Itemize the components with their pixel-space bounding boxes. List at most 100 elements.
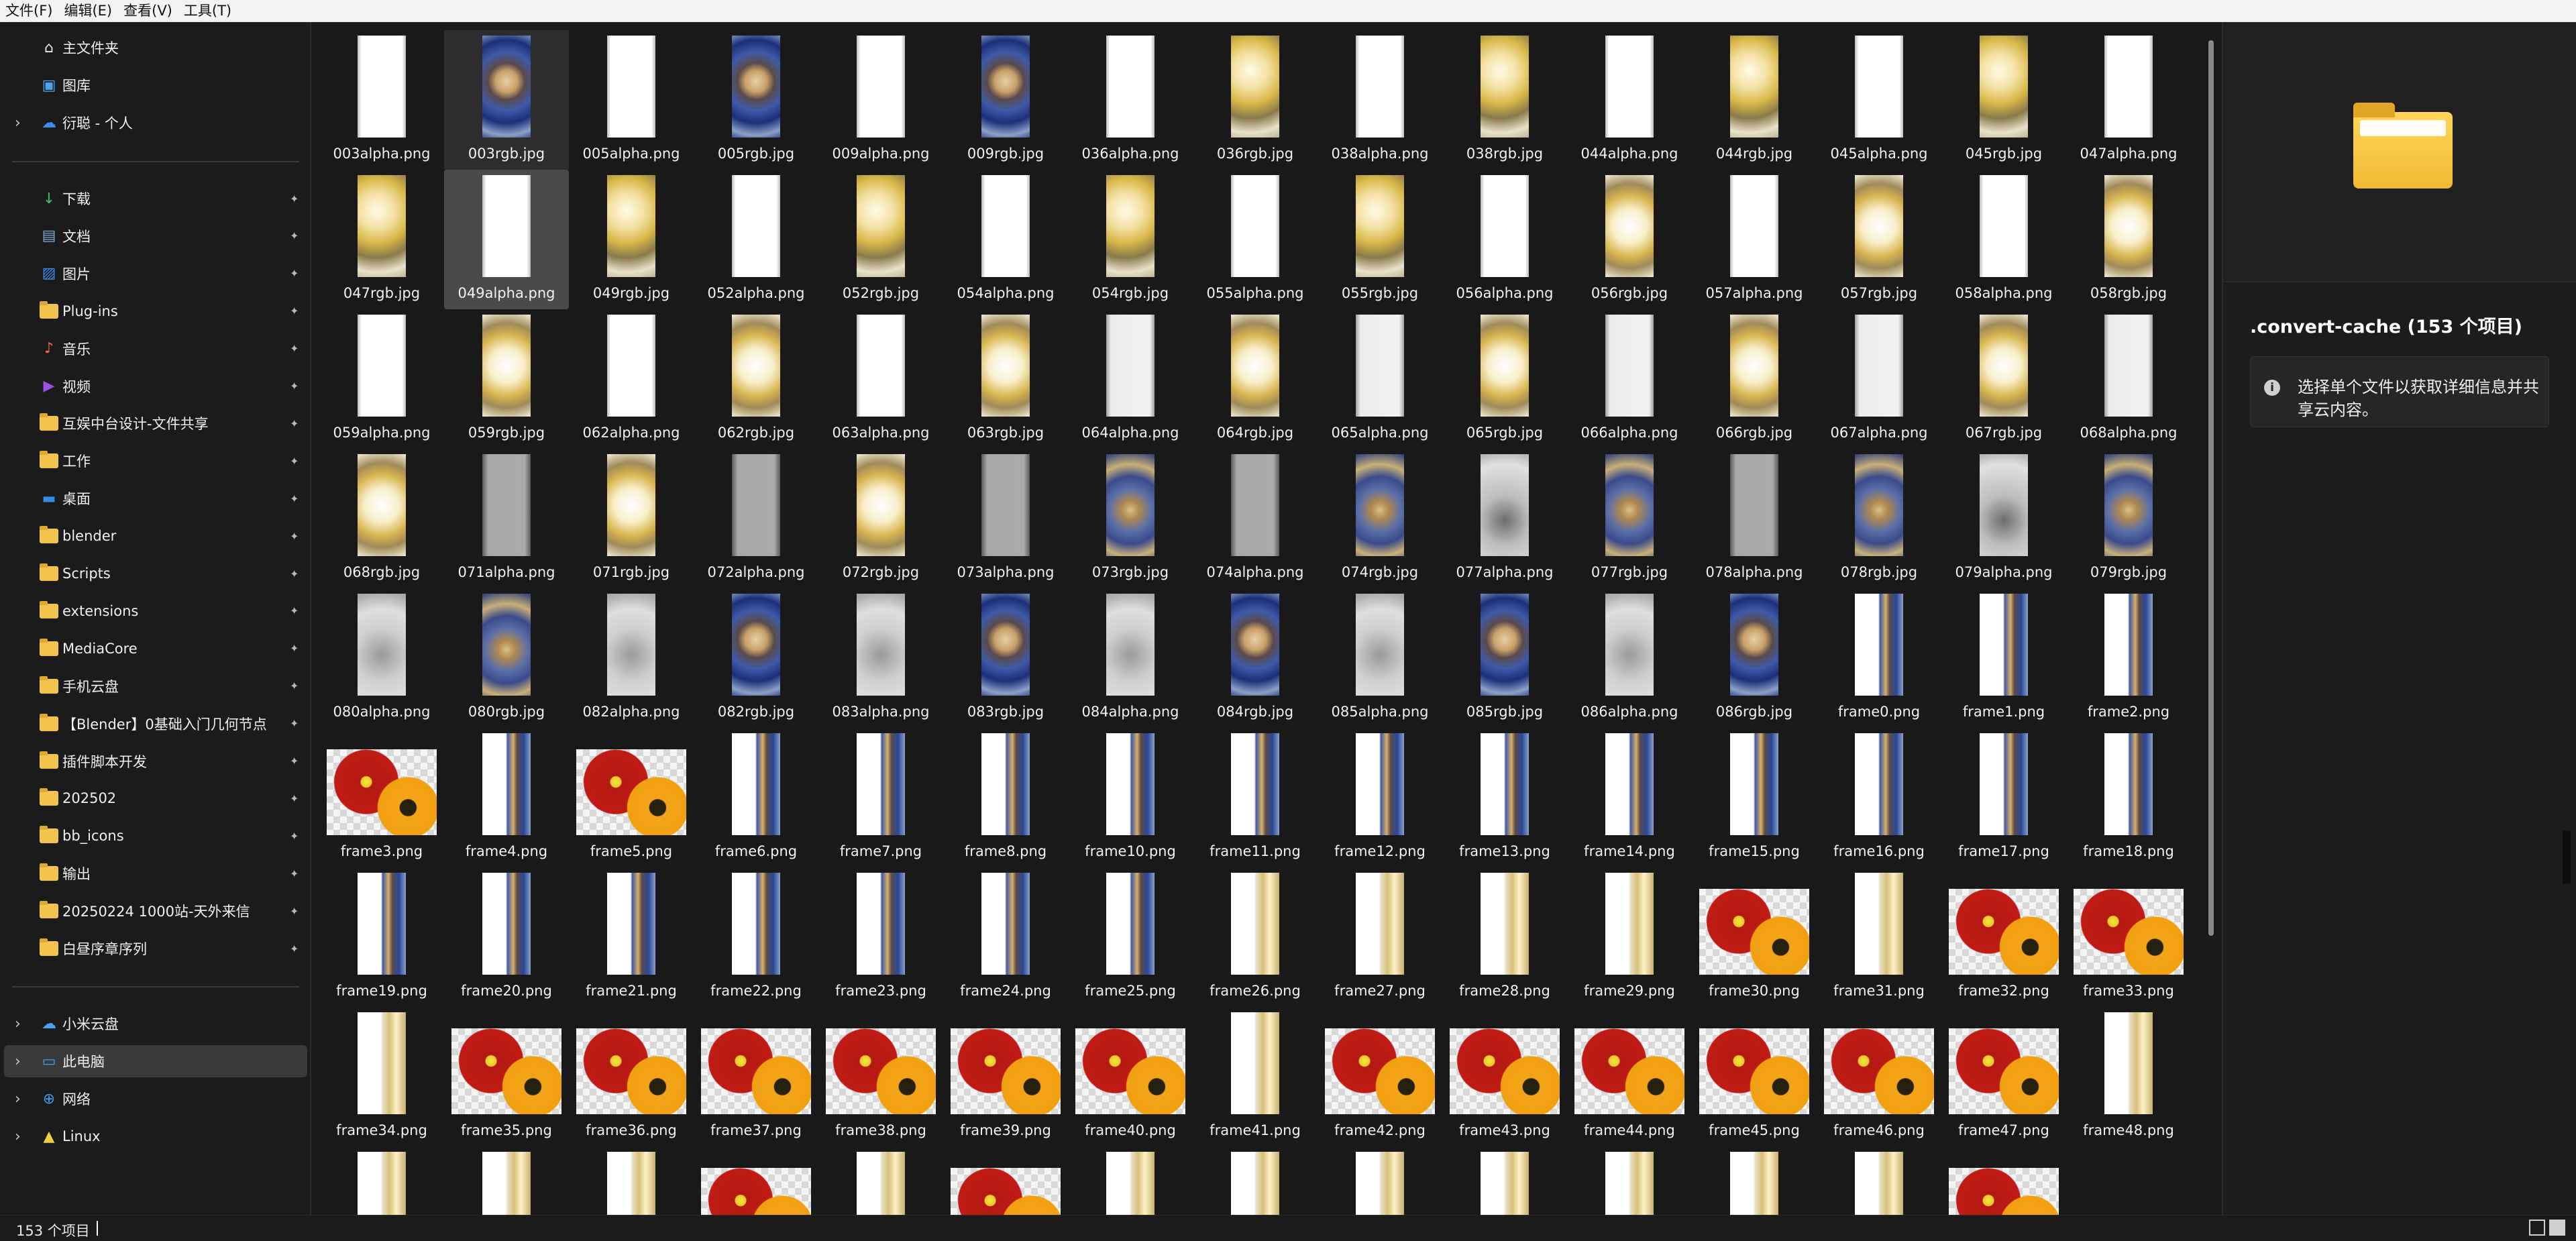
file-item[interactable]: 036rgb.jpg: [1193, 30, 1318, 170]
file-item[interactable]: 067alpha.png: [1817, 309, 1941, 449]
file-item[interactable]: 057alpha.png: [1692, 170, 1817, 309]
file-item[interactable]: frame5.png: [569, 728, 694, 867]
file-item[interactable]: frame44.png: [1567, 1007, 1692, 1146]
nav-item[interactable]: MediaCore ✦: [0, 633, 309, 665]
file-item[interactable]: 052alpha.png: [694, 170, 818, 309]
file-item[interactable]: frame34.png: [319, 1007, 444, 1146]
file-item[interactable]: frame10.png: [1068, 728, 1193, 867]
file-item[interactable]: 066rgb.jpg: [1692, 309, 1817, 449]
file-item[interactable]: [1692, 1146, 1817, 1215]
nav-item[interactable]: bb_icons ✦: [0, 820, 309, 852]
nav-item[interactable]: › ▭ 此电脑: [4, 1045, 307, 1077]
chevron-right-icon[interactable]: ›: [15, 1090, 21, 1108]
file-item[interactable]: frame32.png: [1941, 867, 2066, 1007]
file-item[interactable]: frame1.png: [1941, 588, 2066, 728]
file-item[interactable]: 085rgb.jpg: [1442, 588, 1567, 728]
file-item[interactable]: frame15.png: [1692, 728, 1817, 867]
file-item[interactable]: frame48.png: [2066, 1007, 2191, 1146]
file-item[interactable]: 071alpha.png: [444, 449, 569, 588]
chevron-right-icon[interactable]: ›: [15, 1053, 21, 1070]
file-item[interactable]: 079alpha.png: [1941, 449, 2066, 588]
file-item[interactable]: 074alpha.png: [1193, 449, 1318, 588]
file-item[interactable]: 059rgb.jpg: [444, 309, 569, 449]
nav-item[interactable]: ▤ 文档 ✦: [0, 220, 309, 252]
file-item[interactable]: frame42.png: [1318, 1007, 1442, 1146]
file-item[interactable]: frame11.png: [1193, 728, 1318, 867]
pin-icon[interactable]: ✦: [290, 192, 299, 205]
file-item[interactable]: 005rgb.jpg: [694, 30, 818, 170]
file-item[interactable]: 064alpha.png: [1068, 309, 1193, 449]
file-item[interactable]: frame17.png: [1941, 728, 2066, 867]
details-view-icon[interactable]: [2529, 1220, 2545, 1236]
file-item[interactable]: frame46.png: [1817, 1007, 1941, 1146]
file-item[interactable]: frame20.png: [444, 867, 569, 1007]
vertical-scrollbar[interactable]: [2208, 40, 2214, 936]
file-item[interactable]: [1442, 1146, 1567, 1215]
file-item[interactable]: frame33.png: [2066, 867, 2191, 1007]
file-item[interactable]: 086alpha.png: [1567, 588, 1692, 728]
file-item[interactable]: 049rgb.jpg: [569, 170, 694, 309]
menu-2[interactable]: 查看(V): [123, 2, 172, 19]
nav-item[interactable]: 输出 ✦: [0, 857, 309, 889]
file-item[interactable]: 082rgb.jpg: [694, 588, 818, 728]
file-item[interactable]: 078rgb.jpg: [1817, 449, 1941, 588]
file-item[interactable]: 083rgb.jpg: [943, 588, 1068, 728]
file-item[interactable]: 049alpha.png: [444, 170, 569, 309]
file-item[interactable]: frame27.png: [1318, 867, 1442, 1007]
file-item[interactable]: [943, 1146, 1068, 1215]
file-item[interactable]: 072rgb.jpg: [818, 449, 943, 588]
pin-icon[interactable]: ✦: [290, 342, 299, 356]
chevron-right-icon[interactable]: ›: [15, 1128, 21, 1145]
pin-icon[interactable]: ✦: [290, 829, 299, 843]
file-item[interactable]: 084rgb.jpg: [1193, 588, 1318, 728]
nav-item[interactable]: 白昼序章序列 ✦: [0, 932, 309, 965]
file-item[interactable]: 005alpha.png: [569, 30, 694, 170]
pin-icon[interactable]: ✦: [290, 492, 299, 505]
file-item[interactable]: 077alpha.png: [1442, 449, 1567, 588]
pin-icon[interactable]: ✦: [290, 717, 299, 731]
file-item[interactable]: 068rgb.jpg: [319, 449, 444, 588]
nav-item[interactable]: 20250224 1000站-天外来信 ✦: [0, 895, 309, 927]
file-item[interactable]: 063alpha.png: [818, 309, 943, 449]
file-item[interactable]: frame38.png: [818, 1007, 943, 1146]
file-item[interactable]: frame43.png: [1442, 1007, 1567, 1146]
pin-icon[interactable]: ✦: [290, 380, 299, 392]
file-item[interactable]: [694, 1146, 818, 1215]
nav-item[interactable]: ▣ 图库: [0, 69, 309, 101]
chevron-right-icon[interactable]: ›: [15, 114, 21, 131]
file-item[interactable]: [319, 1146, 444, 1215]
nav-item[interactable]: ⌂ 主文件夹: [0, 32, 309, 64]
file-item[interactable]: 054alpha.png: [943, 170, 1068, 309]
file-item[interactable]: 080rgb.jpg: [444, 588, 569, 728]
menu-1[interactable]: 编辑(E): [64, 2, 113, 19]
file-item[interactable]: 054rgb.jpg: [1068, 170, 1193, 309]
file-item[interactable]: [1068, 1146, 1193, 1215]
file-item[interactable]: 052rgb.jpg: [818, 170, 943, 309]
pin-icon[interactable]: ✦: [290, 604, 299, 618]
file-item[interactable]: [1193, 1146, 1318, 1215]
file-item[interactable]: 055rgb.jpg: [1318, 170, 1442, 309]
file-item[interactable]: 080alpha.png: [319, 588, 444, 728]
file-item[interactable]: 062alpha.png: [569, 309, 694, 449]
file-item[interactable]: 055alpha.png: [1193, 170, 1318, 309]
file-item[interactable]: 086rgb.jpg: [1692, 588, 1817, 728]
file-item[interactable]: frame29.png: [1567, 867, 1692, 1007]
file-item[interactable]: frame39.png: [943, 1007, 1068, 1146]
file-item[interactable]: 079rgb.jpg: [2066, 449, 2191, 588]
file-item[interactable]: frame41.png: [1193, 1007, 1318, 1146]
pin-icon[interactable]: ✦: [290, 417, 299, 430]
file-item[interactable]: [444, 1146, 569, 1215]
file-item[interactable]: frame22.png: [694, 867, 818, 1007]
file-item[interactable]: 047alpha.png: [2066, 30, 2191, 170]
file-item[interactable]: frame35.png: [444, 1007, 569, 1146]
file-item[interactable]: 066alpha.png: [1567, 309, 1692, 449]
pin-icon[interactable]: ✦: [290, 267, 299, 280]
nav-item[interactable]: ♪ 音乐 ✦: [0, 333, 309, 365]
file-item[interactable]: 003rgb.jpg: [444, 30, 569, 170]
file-item[interactable]: frame31.png: [1817, 867, 1941, 1007]
nav-item[interactable]: 202502 ✦: [0, 782, 309, 814]
file-item[interactable]: frame21.png: [569, 867, 694, 1007]
nav-item[interactable]: Plug-ins ✦: [0, 295, 309, 327]
file-item[interactable]: 045alpha.png: [1817, 30, 1941, 170]
file-item[interactable]: frame0.png: [1817, 588, 1941, 728]
